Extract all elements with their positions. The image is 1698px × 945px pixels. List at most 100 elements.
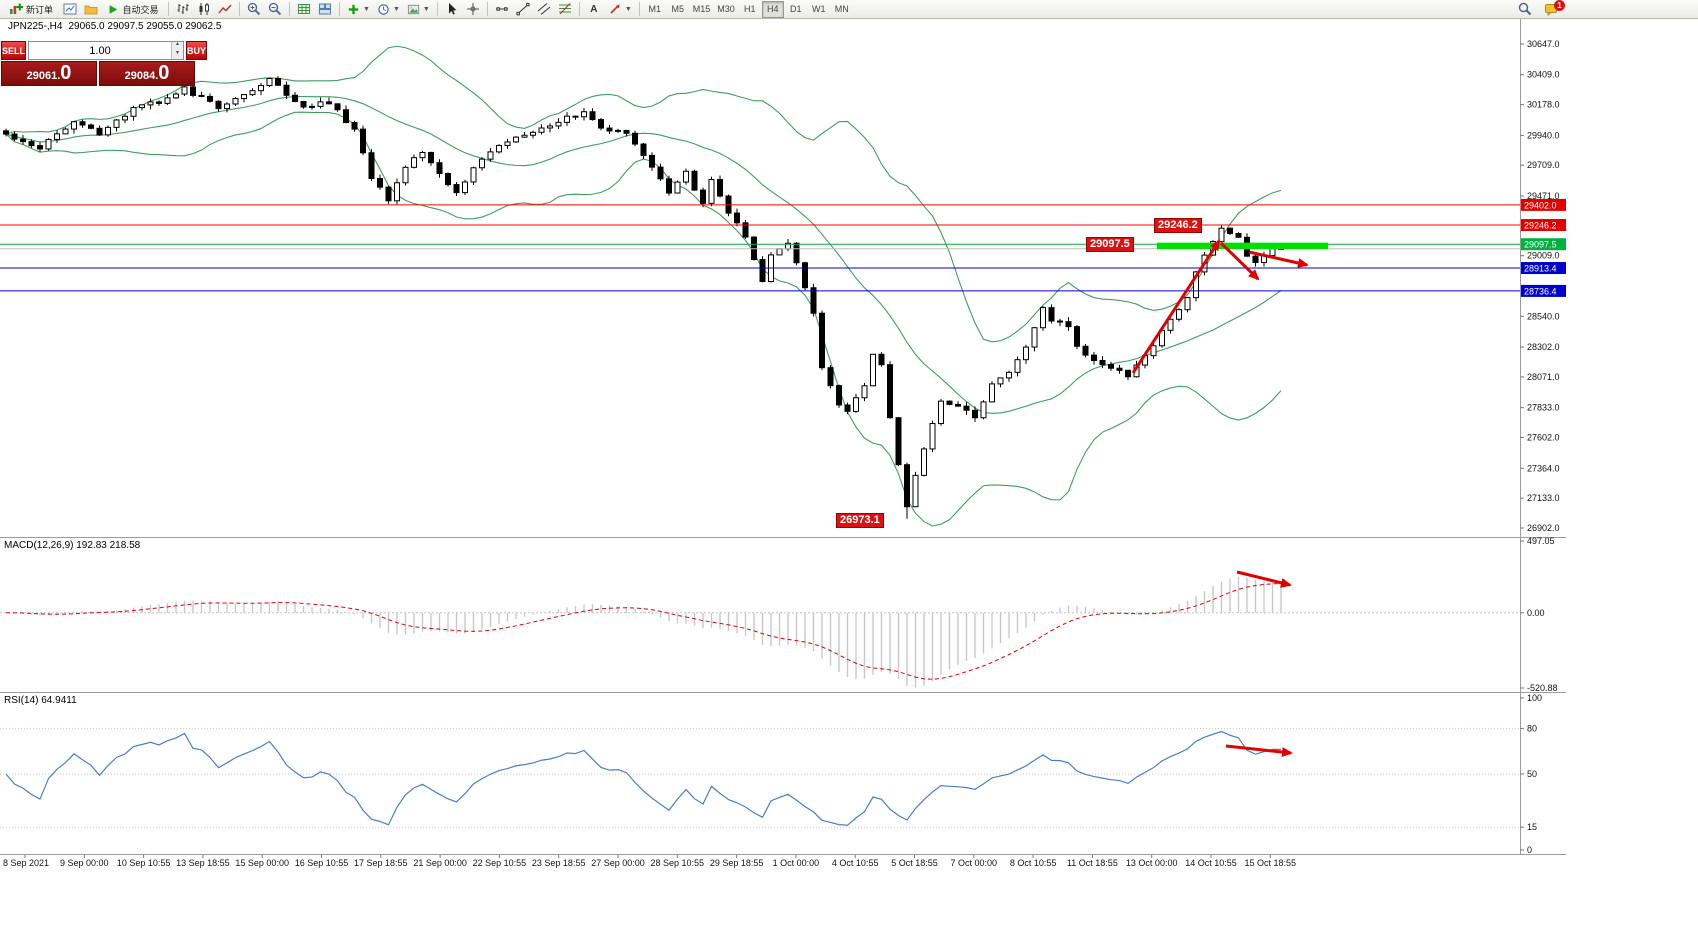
candle (249, 90, 256, 96)
timeframe-m5-button[interactable]: M5 (667, 1, 689, 18)
sell-price-display[interactable]: 29061. 0 (1, 61, 97, 86)
candle (360, 128, 366, 154)
channel-button[interactable] (534, 1, 554, 18)
candle (921, 448, 927, 476)
tile-windows-button[interactable] (315, 1, 335, 18)
indicators-button[interactable]: ▼ (344, 1, 373, 18)
price-badge-label: 29402.0 (1524, 200, 1557, 210)
chevron-down-icon: ▼ (363, 5, 370, 13)
candle (632, 132, 638, 145)
timeframe-mn-button[interactable]: MN (831, 1, 853, 18)
autotrading-button[interactable]: 自动交易 (102, 1, 164, 18)
notifications-button[interactable]: 1 (1541, 0, 1565, 18)
candle (1023, 346, 1029, 361)
search-button[interactable] (1515, 1, 1535, 18)
candle (224, 103, 230, 110)
time-axis-label: 10 Sep 10:55 (117, 858, 171, 868)
new-order-button[interactable]: 新订单 (3, 1, 59, 18)
candlestick-chart-icon (199, 3, 209, 15)
ohlc-readout: 29065.0 29097.5 29055.0 29062.5 (68, 21, 222, 32)
volume-down-button[interactable]: ▼ (172, 50, 184, 59)
candle (428, 151, 434, 164)
candle (54, 133, 60, 140)
timeframe-h1-button[interactable]: H1 (739, 1, 761, 18)
candle (1031, 327, 1038, 348)
profile-button[interactable] (81, 1, 101, 18)
trend-arrow[interactable] (1131, 239, 1221, 374)
time-axis-label: 16 Sep 10:55 (295, 858, 349, 868)
cursor-icon (448, 3, 457, 15)
bars-chart-button[interactable] (173, 1, 193, 18)
axes (0, 18, 1566, 858)
macd-tick-label: 0.00 (1527, 608, 1545, 618)
candle (20, 138, 26, 143)
cursor-button[interactable] (442, 1, 462, 18)
candle (521, 134, 528, 138)
bars-chart-icon (177, 4, 189, 14)
chevron-down-icon: ▼ (624, 5, 632, 13)
price-annotation-label[interactable]: 29097.5 (1086, 237, 1134, 252)
text-label-button[interactable]: A (584, 1, 604, 18)
price-annotation-label[interactable]: 26973.1 (836, 513, 884, 528)
candle (37, 145, 43, 150)
price-tick-label: 29940.0 (1527, 130, 1560, 140)
candle (3, 130, 9, 135)
timeframe-m1-button[interactable]: M1 (644, 1, 666, 18)
trend-arrow[interactable] (1225, 744, 1293, 758)
candle (989, 383, 995, 403)
candle (275, 77, 281, 86)
timeframe-m30-button[interactable]: M30 (714, 1, 738, 18)
templates-button[interactable]: ▼ (404, 1, 433, 18)
candle (334, 103, 341, 111)
trend-arrow[interactable] (1219, 241, 1260, 281)
timeframe-m15-button[interactable]: M15 (690, 1, 714, 18)
price-tick-label: 27364.0 (1527, 463, 1560, 473)
volume-field: ▲ ▼ (28, 41, 185, 60)
candle (1091, 354, 1097, 362)
trend-arrow[interactable] (1248, 250, 1309, 268)
periods-button[interactable]: ▼ (374, 1, 403, 18)
line-chart-icon (218, 4, 232, 14)
charts-window-button[interactable] (60, 1, 80, 18)
time-axis-label: 8 Oct 10:55 (1010, 858, 1057, 868)
arrows-button[interactable]: ▼ (605, 1, 635, 18)
horizontal-line-button[interactable] (492, 1, 512, 18)
macd-tick-label: 497.05 (1527, 536, 1555, 546)
fibonacci-icon (558, 3, 571, 15)
candle (572, 115, 579, 118)
candle (1235, 232, 1242, 238)
candle (853, 397, 859, 412)
timeframe-h4-button[interactable]: H4 (761, 0, 784, 18)
timeframe-w1-button[interactable]: W1 (808, 1, 830, 18)
sell-price-big: 0 (60, 62, 72, 84)
trendline-button[interactable] (513, 1, 533, 18)
thick-green-line[interactable] (1157, 242, 1328, 250)
time-axis-label: 17 Sep 18:55 (354, 858, 408, 868)
volume-input[interactable] (29, 42, 172, 59)
candle (666, 178, 672, 194)
fibonacci-button[interactable] (555, 1, 575, 18)
grid-button[interactable] (294, 1, 314, 18)
candle (122, 115, 128, 121)
candle (1074, 326, 1080, 347)
price-annotation-label[interactable]: 29246.2 (1154, 218, 1202, 233)
candle (88, 124, 94, 129)
rsi-tick-label: 0 (1527, 845, 1532, 855)
line-chart-button[interactable] (215, 1, 235, 18)
candle (164, 97, 171, 104)
sell-button[interactable]: SELL (1, 41, 27, 60)
volume-up-button[interactable]: ▲ (172, 42, 184, 51)
timeframe-d1-button[interactable]: D1 (785, 1, 807, 18)
toolbar-right-group: 1 (1515, 0, 1565, 18)
candle (887, 364, 893, 419)
buy-price-display[interactable]: 29084. 0 (99, 61, 195, 86)
zoom-in-button[interactable] (244, 1, 264, 18)
trend-arrow[interactable] (1236, 570, 1292, 588)
candlestick-chart-button[interactable] (194, 1, 214, 18)
time-axis-label: 27 Sep 00:00 (591, 858, 645, 868)
buy-button[interactable]: BUY (186, 41, 208, 60)
crosshair-button[interactable] (463, 1, 483, 18)
zoom-out-button[interactable] (265, 1, 285, 18)
price-tick-label: 29471.0 (1527, 191, 1560, 201)
